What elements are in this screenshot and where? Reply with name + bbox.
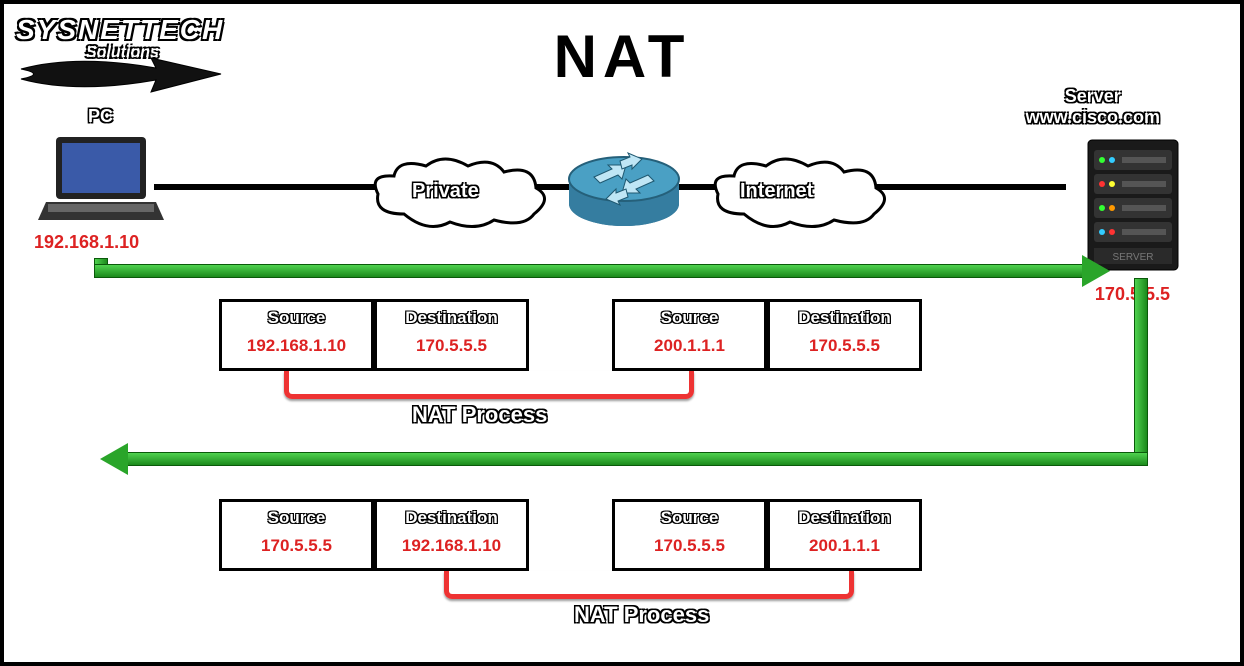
row1-box-dst1: Destination 170.5.5.5 bbox=[374, 299, 529, 371]
arrow-inbound bbox=[126, 452, 1148, 466]
cloud-private-label: Private bbox=[412, 180, 479, 203]
cloud-internet-label: Internet bbox=[740, 180, 813, 203]
arrow-outbound-head-icon bbox=[1082, 255, 1110, 287]
router-icon bbox=[564, 139, 684, 234]
box-header: Destination bbox=[770, 508, 919, 528]
arrow-inbound-head-icon bbox=[100, 443, 128, 475]
box-value: 170.5.5.5 bbox=[222, 536, 371, 556]
box-value: 200.1.1.1 bbox=[770, 536, 919, 556]
box-header: Source bbox=[615, 508, 764, 528]
server-ip: 170.5.5.5 bbox=[1095, 284, 1170, 305]
arrow-icon bbox=[16, 54, 226, 99]
row2-nat-bracket bbox=[444, 571, 854, 599]
box-value: 192.168.1.10 bbox=[377, 536, 526, 556]
box-value: 170.5.5.5 bbox=[377, 336, 526, 356]
row2-box-dst2: Destination 200.1.1.1 bbox=[767, 499, 922, 571]
page-title: NAT bbox=[554, 22, 691, 91]
row2-nat-label: NAT Process bbox=[574, 602, 709, 628]
row1-box-dst2: Destination 170.5.5.5 bbox=[767, 299, 922, 371]
row2-box-src2: Source 170.5.5.5 bbox=[612, 499, 767, 571]
arrow-outbound bbox=[94, 264, 1084, 278]
row1-box-src1: Source 192.168.1.10 bbox=[219, 299, 374, 371]
svg-text:SERVER: SERVER bbox=[1113, 252, 1154, 263]
server-label: Server www.cisco.com bbox=[1026, 86, 1160, 128]
box-header: Source bbox=[222, 508, 371, 528]
row1-box-src2: Source 200.1.1.1 bbox=[612, 299, 767, 371]
logo: SYSNETTECH Solutions bbox=[16, 14, 224, 62]
box-value: 200.1.1.1 bbox=[615, 336, 764, 356]
box-value: 192.168.1.10 bbox=[222, 336, 371, 356]
row1-nat-bracket bbox=[284, 371, 694, 399]
laptop-icon bbox=[36, 132, 166, 232]
server-label-line1: Server bbox=[1026, 86, 1160, 107]
box-header: Source bbox=[615, 308, 764, 328]
pc-ip: 192.168.1.10 bbox=[34, 232, 139, 253]
box-header: Destination bbox=[377, 508, 526, 528]
box-header: Source bbox=[222, 308, 371, 328]
logo-brand: SYSNETTECH bbox=[16, 14, 224, 46]
arrow-inbound-down bbox=[1134, 278, 1148, 466]
box-header: Destination bbox=[377, 308, 526, 328]
server-label-line2: www.cisco.com bbox=[1026, 107, 1160, 128]
row2-box-dst1: Destination 192.168.1.10 bbox=[374, 499, 529, 571]
box-value: 170.5.5.5 bbox=[615, 536, 764, 556]
row2-box-src1: Source 170.5.5.5 bbox=[219, 499, 374, 571]
box-value: 170.5.5.5 bbox=[770, 336, 919, 356]
row1-nat-label: NAT Process bbox=[412, 402, 547, 428]
box-header: Destination bbox=[770, 308, 919, 328]
diagram-stage: SYSNETTECH Solutions NAT PC Server www.c… bbox=[4, 4, 1240, 662]
pc-label: PC bbox=[88, 106, 113, 127]
